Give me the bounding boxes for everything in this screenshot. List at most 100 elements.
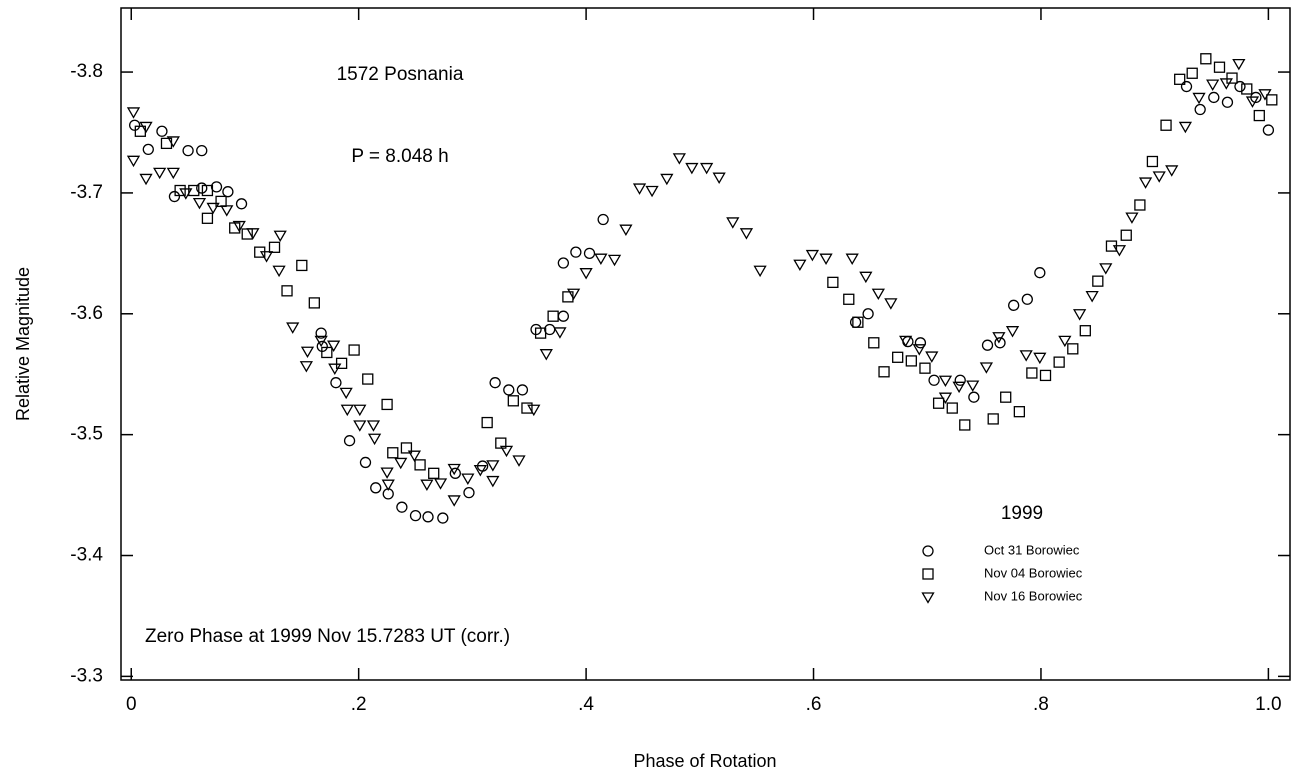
marker-triangle <box>966 380 980 392</box>
marker-triangle <box>407 450 422 462</box>
marker-square <box>932 397 945 409</box>
marker-triangle <box>339 387 353 400</box>
marker-square <box>919 362 931 374</box>
marker-triangle <box>925 351 939 363</box>
x-tick-label: 0 <box>126 694 137 715</box>
marker-triangle <box>220 205 234 217</box>
legend-label: Oct 31 Borowiec <box>984 542 1080 557</box>
marker-circle <box>1021 293 1033 305</box>
marker-square <box>268 241 281 253</box>
marker-triangle <box>632 183 647 195</box>
marker-triangle <box>739 228 754 240</box>
marker-square <box>335 357 348 369</box>
marker-square <box>868 337 880 349</box>
marker-triangle <box>272 265 286 278</box>
marker-triangle <box>300 346 315 359</box>
marker-triangle <box>1125 212 1139 224</box>
marker-triangle <box>286 322 300 334</box>
marker-triangle <box>259 251 274 263</box>
y-tick-label: -3.5 <box>70 424 103 445</box>
marker-circle <box>1234 80 1246 93</box>
marker-triangle <box>1138 177 1153 189</box>
y-tick-label: -3.6 <box>70 303 103 324</box>
marker-circle <box>1008 299 1020 311</box>
marker-triangle <box>819 253 833 265</box>
marker-square <box>281 285 293 297</box>
marker-square <box>507 395 519 407</box>
marker-triangle <box>299 361 313 373</box>
y-tick-label: -3.4 <box>70 545 103 566</box>
marker-triangle <box>619 224 633 236</box>
marker-square <box>481 416 493 429</box>
annotation: Zero Phase at 1999 Nov 15.7283 UT (corr.… <box>145 626 510 647</box>
marker-circle <box>128 119 141 131</box>
x-tick-label: .6 <box>806 694 822 715</box>
marker-triangle <box>166 136 180 148</box>
marker-triangle <box>594 253 608 265</box>
marker-triangle <box>246 228 260 240</box>
marker-triangle <box>1152 171 1166 183</box>
marker-triangle <box>353 420 367 432</box>
marker-triangle <box>273 230 287 243</box>
marker-square <box>321 346 333 359</box>
marker-circle <box>168 190 181 203</box>
marker-square <box>201 184 214 197</box>
y-axis-label: Relative Magnitude <box>13 267 33 421</box>
marker-circle <box>557 257 570 269</box>
legend-label: Nov 04 Borowiec <box>984 565 1083 580</box>
marker-circle <box>182 144 194 157</box>
marker-circle <box>409 509 422 522</box>
marker-square <box>521 402 533 414</box>
marker-triangle <box>314 335 328 348</box>
marker-triangle <box>367 433 382 446</box>
marker-triangle <box>660 173 674 186</box>
annotation: 1572 Posnania <box>337 64 464 85</box>
annotation: P = 8.048 h <box>351 146 448 167</box>
marker-triangle <box>206 202 220 215</box>
marker-triangle <box>192 197 207 210</box>
marker-circle <box>570 246 582 258</box>
marker-circle <box>1180 80 1193 93</box>
marker-square <box>959 419 971 431</box>
marker-circle <box>196 182 208 194</box>
marker-square <box>348 344 360 356</box>
marker-circle <box>437 512 449 524</box>
marker-triangle <box>672 153 686 165</box>
marker-triangle <box>912 344 926 356</box>
marker-circle <box>849 316 862 328</box>
marker-circle <box>315 327 327 339</box>
marker-square <box>201 212 214 224</box>
marker-triangle <box>685 162 699 175</box>
marker-circle <box>922 545 934 557</box>
marker-triangle <box>447 495 461 507</box>
marker-circle <box>981 339 994 351</box>
marker-triangle <box>328 363 342 375</box>
marker-triangle <box>486 460 500 472</box>
marker-circle <box>196 144 208 157</box>
marker-triangle <box>539 349 553 361</box>
marker-triangle <box>340 404 354 417</box>
marker-square <box>1200 53 1212 65</box>
marker-square <box>1039 369 1052 382</box>
marker-triangle <box>153 167 167 180</box>
marker-square <box>905 355 917 367</box>
x-tick-label: .8 <box>1033 694 1049 715</box>
marker-circle <box>994 337 1006 349</box>
marker-triangle <box>394 457 408 470</box>
marker-square <box>296 259 308 272</box>
marker-triangle <box>447 463 461 476</box>
x-tick-label: .4 <box>578 694 594 715</box>
marker-triangle <box>420 479 434 491</box>
marker-triangle <box>1072 309 1087 321</box>
marker-triangle <box>645 185 659 198</box>
marker-triangle <box>1232 58 1246 71</box>
marker-triangle <box>1219 78 1233 90</box>
marker-circle <box>1208 91 1220 104</box>
marker-triangle <box>327 340 341 353</box>
marker-triangle <box>712 172 726 185</box>
marker-triangle <box>871 288 885 301</box>
marker-square <box>987 413 999 425</box>
marker-triangle <box>793 259 807 272</box>
marker-square <box>827 276 839 289</box>
marker-square <box>946 402 958 414</box>
